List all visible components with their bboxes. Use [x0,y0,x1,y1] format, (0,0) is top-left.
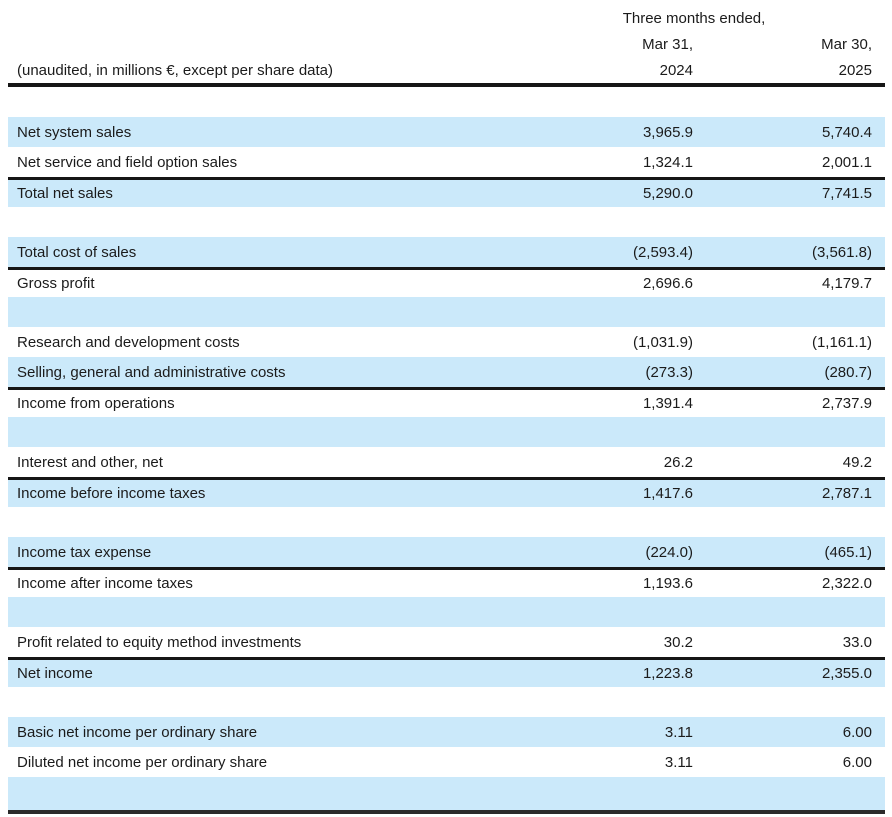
row-value-2024: (2,593.4) [632,243,693,261]
table-row: Selling, general and administrative cost… [8,357,885,387]
row-value-2024: 3,965.9 [642,123,693,141]
table-bottom-rule [8,810,885,814]
row-value-2024: (224.0) [645,543,693,561]
row-label: Selling, general and administrative cost… [17,363,286,381]
table-row: Total net sales 5,290.0 7,741.5 [8,177,885,207]
row-value-2024: 1,391.4 [642,395,693,412]
row-label: Interest and other, net [17,453,163,471]
row-value-2024: 5,290.0 [642,185,693,202]
table-row [8,777,885,810]
row-value-2024: 30.2 [663,633,693,651]
row-value-2025: (3,561.8) [811,243,872,261]
row-value-2025: 6.00 [842,753,872,771]
row-value-2025: (280.7) [824,363,872,381]
row-value-2025: 2,737.9 [821,395,872,412]
row-value-2024: 1,417.6 [642,485,693,502]
table-row [8,297,885,327]
row-label: Total cost of sales [17,243,137,261]
period-heading: Three months ended, [622,9,766,27]
table-row: Income from operations 1,391.4 2,737.9 [8,387,885,417]
row-value-2025: 2,787.1 [821,485,872,502]
col-2024-date: Mar 31, [642,35,693,53]
row-value-2025: 33.0 [842,633,872,651]
row-value-2025: 49.2 [842,453,872,471]
table-row [8,687,885,717]
row-label: Diluted net income per ordinary share [17,753,268,771]
row-label: Income from operations [17,395,175,412]
units-caption: (unaudited, in millions €, except per sh… [17,61,334,79]
row-value-2024: (273.3) [645,363,693,381]
row-value-2025: 5,740.4 [821,123,872,141]
row-value-2024: 1,193.6 [642,575,693,592]
header-period-line: Three months ended, [8,5,885,31]
income-statement-rows: Net system sales 3,965.9 5,740.4 Net ser… [8,87,885,810]
row-value-2025: (465.1) [824,543,872,561]
table-row [8,597,885,627]
table-row [8,207,885,237]
row-value-2025: 7,741.5 [821,185,872,202]
row-value-2025: 2,355.0 [821,665,872,682]
table-row: Basic net income per ordinary share 3.11… [8,717,885,747]
row-value-2024: 2,696.6 [642,275,693,292]
row-value-2024: 3.11 [664,753,693,771]
table-header: Three months ended, Mar 31, Mar 30, (una… [8,0,885,87]
row-value-2025: 6.00 [842,723,872,741]
col-2024-year: 2024 [659,61,693,79]
row-value-2025: 2,001.1 [821,153,872,171]
table-row [8,417,885,447]
row-label: Income tax expense [17,543,152,561]
table-row [8,507,885,537]
row-value-2025: (1,161.1) [811,333,872,351]
header-dates-line: Mar 31, Mar 30, [8,31,885,57]
row-label: Income after income taxes [17,575,193,592]
table-row: Research and development costs (1,031.9)… [8,327,885,357]
row-value-2024: 1,223.8 [642,665,693,682]
table-row: Income before income taxes 1,417.6 2,787… [8,477,885,507]
income-statement-table: Three months ended, Mar 31, Mar 30, (una… [8,0,885,814]
row-value-2024: 26.2 [663,453,693,471]
row-label: Net income [17,665,93,682]
table-row: Profit related to equity method investme… [8,627,885,657]
table-row: Interest and other, net 26.2 49.2 [8,447,885,477]
col-2025-date: Mar 30, [821,35,872,53]
row-label: Total net sales [17,185,113,202]
row-value-2025: 4,179.7 [821,275,872,292]
row-label: Net service and field option sales [17,153,238,171]
header-caption-line: (unaudited, in millions €, except per sh… [8,57,885,83]
row-label: Research and development costs [17,333,240,351]
row-value-2025: 2,322.0 [821,575,872,592]
table-row: Income after income taxes 1,193.6 2,322.… [8,567,885,597]
row-value-2024: 3.11 [664,723,693,741]
table-row [8,87,885,117]
row-label: Profit related to equity method investme… [17,633,302,651]
row-label: Gross profit [17,275,95,292]
table-row: Net system sales 3,965.9 5,740.4 [8,117,885,147]
table-row: Income tax expense (224.0) (465.1) [8,537,885,567]
row-value-2024: (1,031.9) [632,333,693,351]
row-value-2024: 1,324.1 [642,153,693,171]
table-row: Gross profit 2,696.6 4,179.7 [8,267,885,297]
table-row: Net income 1,223.8 2,355.0 [8,657,885,687]
col-2025-year: 2025 [838,61,872,79]
table-row: Net service and field option sales 1,324… [8,147,885,177]
row-label: Income before income taxes [17,485,206,502]
table-row: Total cost of sales (2,593.4) (3,561.8) [8,237,885,267]
table-row: Diluted net income per ordinary share 3.… [8,747,885,777]
row-label: Basic net income per ordinary share [17,723,258,741]
row-label: Net system sales [17,123,132,141]
